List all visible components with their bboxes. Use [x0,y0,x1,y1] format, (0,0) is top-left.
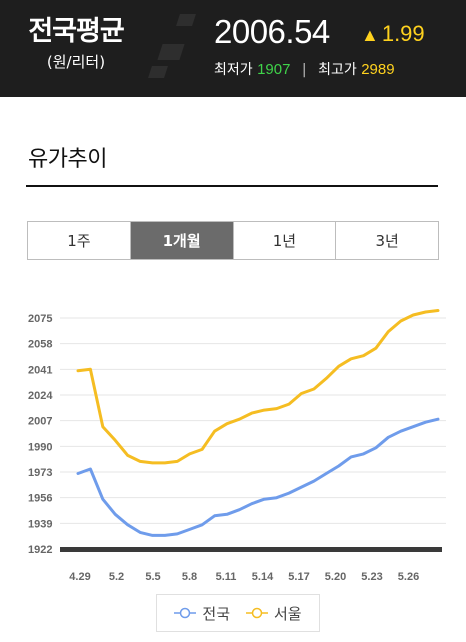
range-divider: | [301,62,307,78]
price-trend-chart: 1922 1939 1956 1973 1990 2007 2024 2041 2058 2075… [28,309,446,583]
x-tick-label: 5.2 [109,571,124,583]
legend-label-seoul: 서울 [274,604,302,623]
x-axis-baseline [60,547,442,552]
max-price-label: 최고가 [318,62,357,78]
min-price-label: 최저가 [214,62,253,78]
x-tick-label: 5.5 [145,571,160,583]
max-price-value: 2989 [361,61,395,78]
x-tick-label: 5.14 [252,571,274,583]
min-price-value: 1907 [257,61,291,78]
legend-marker-national [174,607,197,619]
x-tick-label: 5.20 [325,571,346,583]
period-tabs: 1주 1개월 1년 3년 [27,221,439,260]
price-range: 최저가 1907 | 최고가 2989 [214,59,395,79]
price-change-value: 1.99 [381,21,425,46]
y-tick-label: 2024 [28,390,53,402]
y-tick-label: 1956 [28,493,52,505]
legend-item-national[interactable]: 전국 [174,603,230,624]
decor-shape [157,44,185,60]
y-tick-label: 2007 [28,416,52,428]
average-price: 2006.54 [214,13,330,50]
y-tick-label: 1922 [28,544,52,556]
series-line-national [76,417,440,537]
y-tick-label: 2058 [28,339,52,351]
x-tick-label: 5.26 [398,571,419,583]
tab-1-week[interactable]: 1주 [28,222,130,259]
x-tick-label: 5.8 [182,571,197,583]
y-tick-label: 2041 [28,364,52,376]
price-change: ▲ 1.99 [361,21,425,47]
unit-label: (원/리터) [46,53,106,71]
legend-item-seoul[interactable]: 서울 [246,603,302,624]
y-tick-label: 1939 [28,518,52,530]
x-tick-label: 4.29 [69,571,90,583]
y-tick-label: 1973 [28,467,52,479]
decor-shape [176,14,196,26]
tab-3-years[interactable]: 3년 [335,222,438,259]
legend-marker-seoul [246,607,268,619]
price-header: 전국평균 (원/리터) 2006.54 ▲ 1.99 최저가 1907 | 최고가… [0,0,466,97]
x-tick-label: 5.17 [288,571,309,583]
y-tick-label: 1990 [28,441,52,453]
chart-legend: 전국 서울 [156,594,320,632]
region-title: 전국평균 [28,16,124,47]
section-divider [26,185,438,187]
tab-1-year[interactable]: 1년 [232,222,336,259]
y-tick-label: 2075 [28,313,52,325]
x-tick-label: 5.23 [361,571,382,583]
up-triangle-icon: ▲ [361,25,379,45]
legend-label-national: 전국 [202,604,230,623]
x-tick-label: 5.11 [216,571,237,583]
section-title: 유가추이 [28,147,107,172]
series-line-seoul [76,309,440,465]
tab-1-month[interactable]: 1개월 [129,222,233,259]
